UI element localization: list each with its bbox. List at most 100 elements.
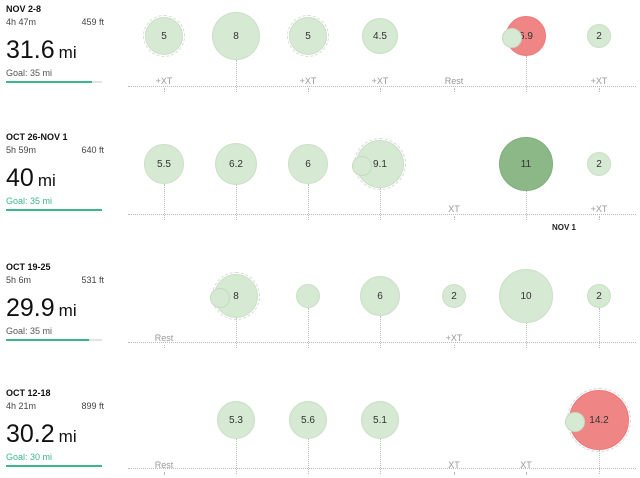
planned-distance-ring [143, 15, 185, 57]
day-stem [164, 184, 165, 220]
run-distance-label: 10 [520, 290, 532, 302]
week-distance-value: 31.6 [6, 36, 55, 64]
day-stem [454, 345, 455, 348]
run-distance-label: 8 [233, 290, 239, 302]
second-run-bubble[interactable] [210, 288, 230, 308]
day-stem [599, 308, 600, 348]
goal-progress-fill [6, 81, 92, 83]
week-summary[interactable]: OCT 19-25 5h 6m 531 ft 29.9 mi Goal: 35 m… [6, 262, 104, 352]
second-run-bubble[interactable] [502, 28, 522, 48]
day-stem [236, 318, 237, 348]
run-distance-label: 5.1 [373, 414, 387, 426]
week-baseline [128, 342, 636, 343]
run-distance-bubble[interactable]: 8 [212, 12, 260, 60]
week-summary[interactable]: OCT 12-18 4h 21m 899 ft 30.2 mi Goal: 30 … [6, 388, 104, 478]
goal-progress-fill [6, 465, 102, 467]
day-note-label: +XT [590, 76, 608, 86]
run-distance-bubble[interactable]: 11 [499, 137, 553, 191]
day-stem [526, 191, 527, 220]
run-distance-bubble[interactable]: 2 [442, 284, 466, 308]
run-distance-bubble[interactable]: 5.3 [217, 401, 255, 439]
run-distance-label: 5 [305, 30, 311, 42]
day-stem [454, 88, 455, 92]
date-marker: NOV 1 [551, 223, 577, 232]
run-distance-bubble[interactable]: 5.5 [144, 144, 184, 184]
run-distance-bubble[interactable]: 10 [499, 269, 553, 323]
goal-progress-bar [6, 339, 102, 341]
run-distance-label: 11 [520, 158, 532, 170]
run-distance-label: 5.3 [229, 414, 243, 426]
day-note-label: +XT [155, 76, 173, 86]
week-title: NOV 2-8 [6, 4, 42, 14]
run-distance-bubble[interactable]: 5 [145, 17, 183, 55]
week-summary[interactable]: OCT 26-NOV 1 5h 59m 640 ft 40 mi Goal: 35… [6, 132, 104, 222]
day-note-label: XT [448, 204, 460, 214]
day-stem [380, 88, 381, 92]
week-distance-value: 29.9 [6, 294, 55, 322]
goal-progress-bar [6, 209, 102, 211]
week-baseline [128, 86, 636, 87]
goal-progress-fill [6, 339, 89, 341]
run-distance-label: 5.6 [301, 414, 315, 426]
day-stem [236, 439, 237, 474]
run-distance-bubble[interactable]: 6 [288, 144, 328, 184]
second-run-bubble[interactable] [352, 156, 372, 176]
run-distance-bubble[interactable] [296, 284, 320, 308]
second-run-bubble[interactable] [565, 412, 585, 432]
day-note-label: XT [448, 460, 460, 470]
week-goal: Goal: 35 mi [6, 326, 53, 336]
run-distance-bubble[interactable]: 2 [587, 152, 611, 176]
run-distance-bubble[interactable]: 5.6 [289, 401, 327, 439]
run-distance-bubble[interactable]: 4.5 [362, 18, 398, 54]
day-stem [454, 472, 455, 474]
day-stem [599, 88, 600, 92]
run-distance-bubble[interactable]: 14.2 [569, 390, 629, 450]
week-elevation: 459 ft [81, 17, 104, 27]
day-stem [164, 472, 165, 474]
week-distance-unit: mi [58, 43, 77, 62]
run-distance-label: 4.5 [373, 30, 387, 42]
run-distance-label: 14.2 [589, 414, 609, 426]
day-stem [308, 439, 309, 474]
run-distance-label: 9.1 [373, 158, 387, 170]
run-distance-bubble[interactable]: 6.2 [215, 143, 257, 185]
week-elevation: 899 ft [81, 401, 104, 411]
run-distance-bubble[interactable]: 6 [360, 276, 400, 316]
day-stem [164, 345, 165, 348]
week-elevation: 531 ft [81, 275, 104, 285]
run-distance-label: 6 [377, 290, 383, 302]
week-distance-unit: mi [37, 171, 56, 190]
run-distance-label: 6 [305, 158, 311, 170]
day-stem [236, 60, 237, 92]
day-stem [526, 56, 527, 92]
week-baseline [128, 214, 636, 215]
day-note-label: Rest [444, 76, 464, 86]
run-distance-bubble[interactable]: 2 [587, 24, 611, 48]
run-distance-label: 6.9 [519, 30, 533, 42]
day-note-label: +XT [299, 76, 317, 86]
goal-progress-bar [6, 81, 102, 83]
run-distance-bubble[interactable]: 8 [214, 274, 258, 318]
week-baseline [128, 468, 636, 469]
week-distance: 29.9 mi [6, 294, 77, 323]
run-distance-label: 2 [596, 30, 602, 42]
week-distance-unit: mi [58, 301, 77, 320]
week-distance-unit: mi [58, 427, 77, 446]
day-note-label: XT [520, 460, 532, 470]
day-note-label: Rest [154, 333, 174, 343]
week-distance: 30.2 mi [6, 420, 77, 449]
run-distance-bubble[interactable]: 5 [289, 17, 327, 55]
planned-distance-ring [287, 15, 329, 57]
day-stem [599, 216, 600, 220]
day-note-label: +XT [445, 333, 463, 343]
goal-progress-fill [6, 209, 102, 211]
run-distance-bubble[interactable]: 2 [587, 284, 611, 308]
week-summary[interactable]: NOV 2-8 4h 47m 459 ft 31.6 mi Goal: 35 mi [6, 4, 104, 94]
run-distance-bubble[interactable]: 5.1 [361, 401, 399, 439]
week-duration: 4h 21m [6, 401, 37, 411]
week-title: OCT 26-NOV 1 [6, 132, 68, 142]
day-stem [599, 450, 600, 474]
run-distance-label: 2 [451, 290, 457, 302]
day-stem [526, 323, 527, 348]
day-stem [308, 184, 309, 220]
